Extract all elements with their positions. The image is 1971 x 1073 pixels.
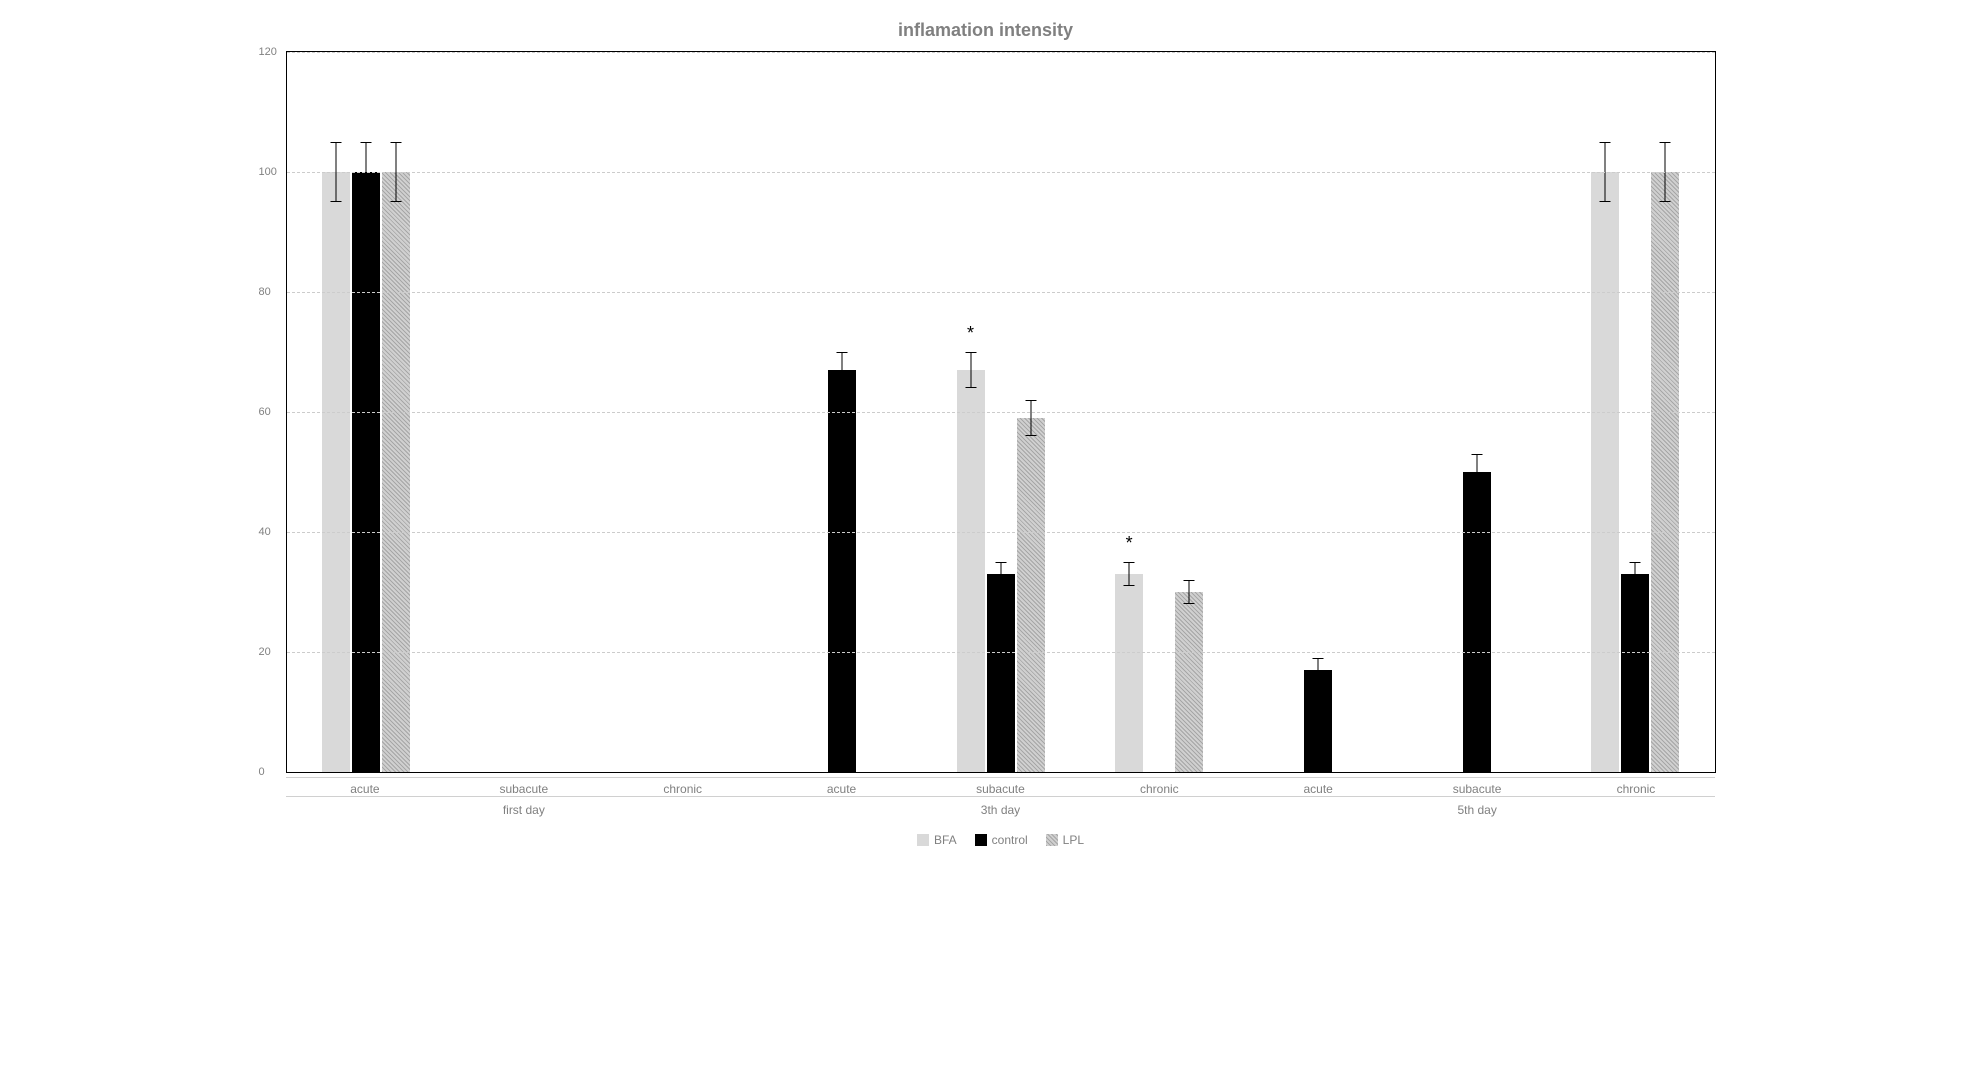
bar-control	[987, 574, 1015, 772]
x-category-label: subacute	[1398, 777, 1557, 796]
x-category-label: acute	[1239, 777, 1398, 796]
grid-line	[287, 292, 1715, 293]
grid-line	[287, 412, 1715, 413]
legend-label: control	[992, 833, 1028, 847]
y-tick-label: 100	[259, 166, 277, 178]
bar-control	[1621, 574, 1649, 772]
legend-swatch	[917, 834, 929, 846]
x-category-label: chronic	[603, 777, 762, 796]
x-category-label: chronic	[1557, 777, 1716, 796]
error-bar	[1129, 562, 1130, 586]
bar-control	[828, 370, 856, 772]
chart-title: inflamation intensity	[256, 20, 1716, 41]
legend-swatch	[1046, 834, 1058, 846]
legend-label: LPL	[1063, 833, 1084, 847]
error-bar	[1635, 562, 1636, 586]
error-bar	[1000, 562, 1001, 586]
bar-LPL	[382, 172, 410, 772]
y-tick-label: 40	[259, 526, 271, 538]
error-bar	[970, 352, 971, 388]
significance-marker: *	[1126, 533, 1133, 554]
bar-BFA	[1591, 172, 1619, 772]
legend-item-BFA: BFA	[917, 833, 957, 847]
x-categories-row: acutesubacutechronicacutesubacutechronic…	[286, 777, 1716, 796]
grid-line	[287, 52, 1715, 53]
x-day-label: first day	[286, 796, 763, 823]
x-category-label: acute	[762, 777, 921, 796]
legend-label: BFA	[934, 833, 957, 847]
error-bar	[841, 352, 842, 388]
y-tick-label: 0	[259, 766, 265, 778]
bar-BFA	[957, 370, 985, 772]
error-bar	[1476, 454, 1477, 490]
bar-LPL	[1017, 418, 1045, 772]
y-tick-label: 80	[259, 286, 271, 298]
x-day-label: 3th day	[762, 796, 1239, 823]
grid-line	[287, 172, 1715, 173]
error-bar	[1317, 658, 1318, 682]
grid-line	[287, 532, 1715, 533]
error-bar	[1030, 400, 1031, 436]
bar-BFA	[322, 172, 350, 772]
bar-LPL	[1651, 172, 1679, 772]
y-tick-label: 60	[259, 406, 271, 418]
legend: BFA control LPL	[286, 833, 1716, 847]
x-category-label: subacute	[921, 777, 1080, 796]
x-day-label: 5th day	[1239, 796, 1716, 823]
x-days-row: first day3th day5th day	[286, 796, 1716, 823]
bar-control	[1304, 670, 1332, 772]
bar-control	[352, 172, 380, 772]
bar-LPL	[1175, 592, 1203, 772]
plot-area: ** 020406080100120	[286, 51, 1716, 773]
legend-item-control: control	[975, 833, 1028, 847]
grid-line	[287, 652, 1715, 653]
x-category-label: subacute	[444, 777, 603, 796]
legend-item-LPL: LPL	[1046, 833, 1084, 847]
bar-control	[1463, 472, 1491, 772]
x-category-label: chronic	[1080, 777, 1239, 796]
significance-marker: *	[967, 323, 974, 344]
bar-BFA	[1115, 574, 1143, 772]
x-category-label: acute	[286, 777, 445, 796]
y-tick-label: 120	[259, 46, 277, 58]
y-tick-label: 20	[259, 646, 271, 658]
legend-swatch	[975, 834, 987, 846]
x-axis: acutesubacutechronicacutesubacutechronic…	[286, 773, 1716, 823]
chart-container: inflamation intensity * * 0 20 40 60 80 100 120…	[256, 20, 1716, 847]
error-bar	[1189, 580, 1190, 604]
